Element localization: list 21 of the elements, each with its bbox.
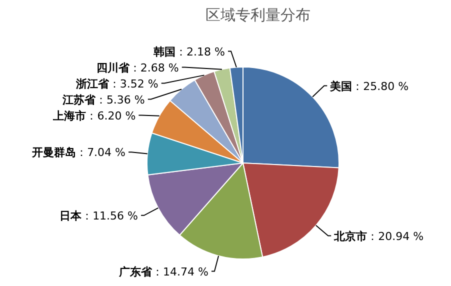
slice-label: 广东省: [118, 265, 154, 278]
slice-label: 韩国: [152, 45, 176, 58]
slice-label: 日本: [60, 209, 83, 222]
data-label: ：25.80 %: [352, 80, 409, 93]
slice-label: 开曼群岛: [31, 146, 76, 160]
data-label: ：5.36 %: [95, 93, 145, 106]
data-label: ：7.04 %: [76, 146, 126, 160]
data-label: ：6.20 %: [86, 109, 136, 122]
slice-label: 美国: [329, 80, 352, 93]
slice-label: 江苏省: [61, 93, 96, 106]
data-label: ：2.68 %: [129, 61, 179, 74]
data-label: ：20.94 %: [367, 230, 424, 243]
slice-label: 四川省: [96, 61, 130, 74]
data-label: ：2.18 %: [176, 45, 225, 58]
data-label: ：11.56 %: [82, 209, 138, 222]
slice-label: 北京市: [333, 230, 368, 243]
chart-title: 区域专利量分布: [206, 6, 310, 24]
data-label: ：14.74 %: [152, 265, 208, 278]
slice-label: 上海市: [52, 109, 86, 122]
slice-label: 浙江省: [74, 77, 110, 90]
data-label: ：3.52 %: [108, 77, 158, 90]
